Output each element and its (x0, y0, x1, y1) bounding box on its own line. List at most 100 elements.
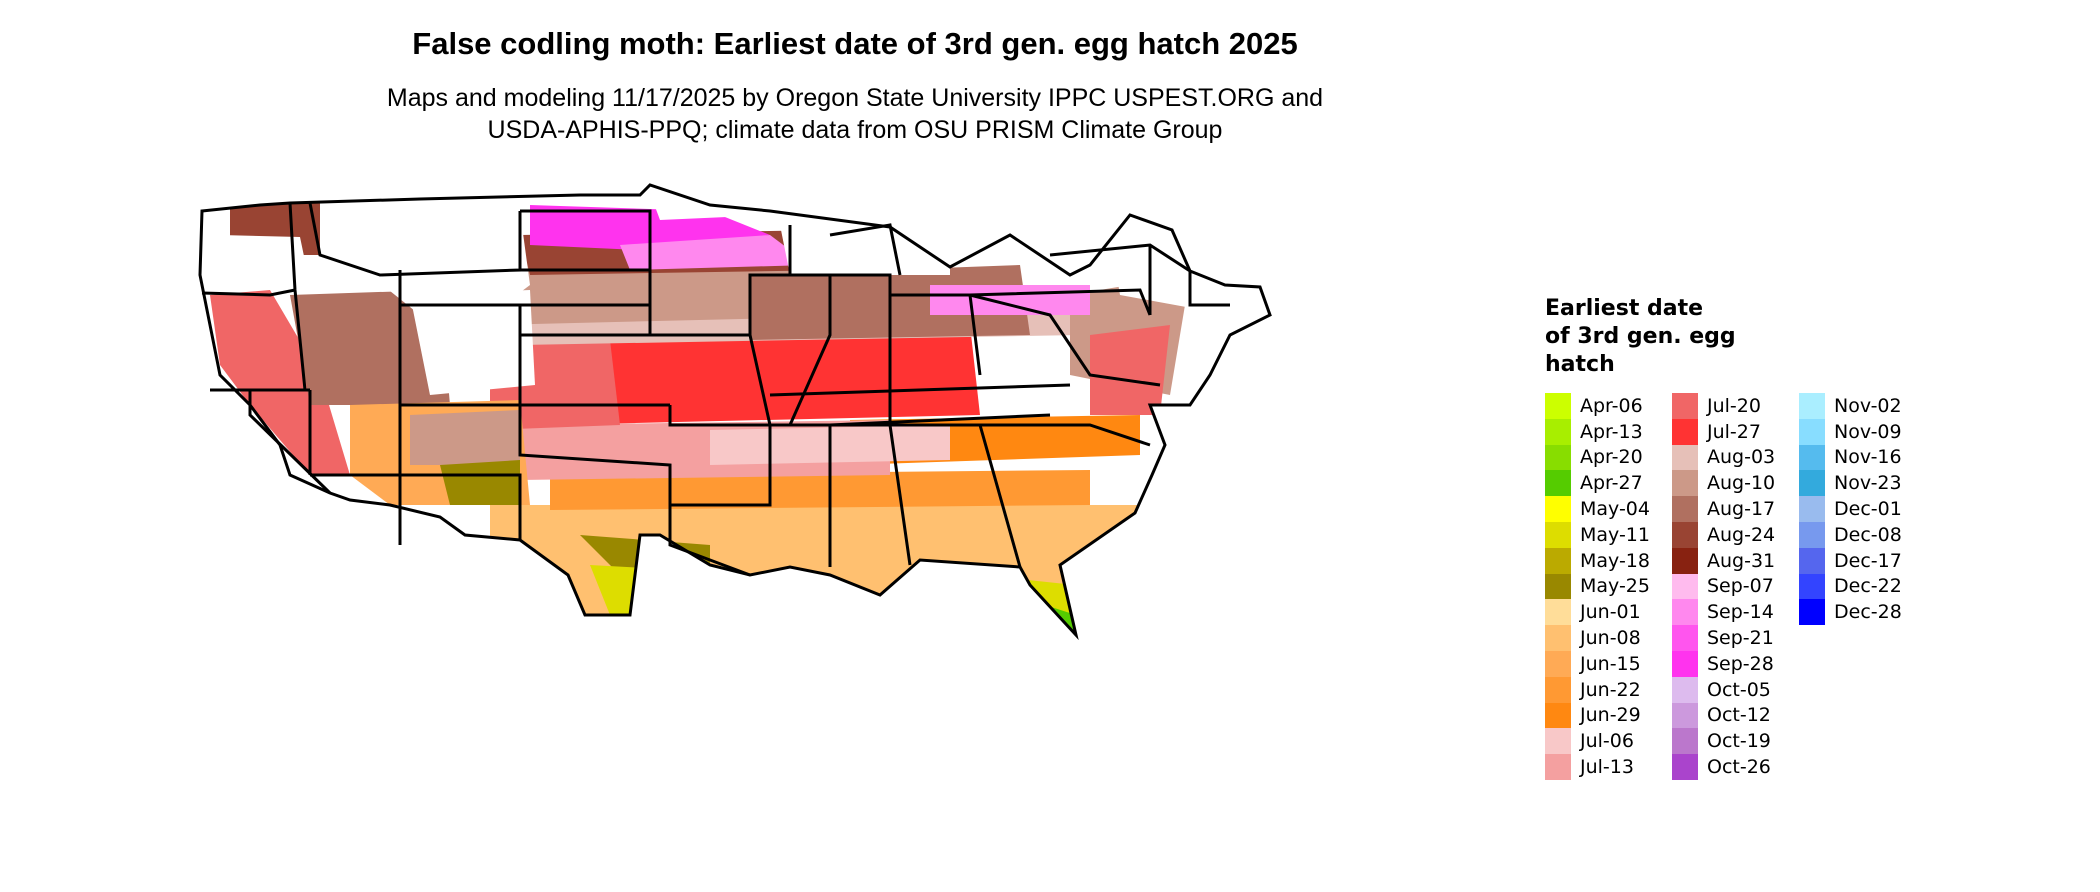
legend-swatch (1545, 496, 1571, 522)
legend-item: Jul-27 (1672, 418, 1799, 445)
region-jun-08 (490, 505, 1190, 615)
legend-swatch (1545, 676, 1571, 703)
legend-item: Nov-23 (1799, 470, 1926, 497)
nc-sc-border (980, 423, 1151, 447)
tn-nc-border (829, 413, 1051, 427)
legend-item: Dec-17 (1799, 547, 1926, 574)
hatch-date-raster (200, 185, 1270, 635)
legend-label: Jul-06 (1580, 730, 1634, 753)
region-not-reached-west (220, 235, 310, 285)
legend-column: Apr-06 Apr-13 Apr-20 Apr-27 May-04 May-11 May-… (1545, 393, 1672, 780)
legend-item: Jun-29 (1545, 702, 1672, 729)
legend-label: May-18 (1580, 549, 1650, 572)
legend-label: Sep-21 (1707, 627, 1774, 650)
legend-label: Apr-20 (1580, 446, 1643, 469)
legend-label: Jul-13 (1580, 756, 1634, 779)
legend-column: Nov-02 Nov-09 Nov-16 Nov-23 Dec-01 Dec-08 Dec-… (1799, 393, 1926, 780)
legend-item: Apr-13 (1545, 418, 1672, 445)
legend-item: Jun-22 (1545, 676, 1672, 703)
legend-label: Oct-26 (1707, 756, 1771, 779)
us-hatch-date-map (198, 183, 1272, 641)
legend-item: Nov-02 (1799, 393, 1926, 419)
legend-label: Aug-10 (1707, 472, 1776, 495)
legend-swatch (1672, 676, 1698, 703)
ar-la-border (668, 423, 772, 577)
legend-swatch (1672, 547, 1698, 574)
legend-item: Sep-07 (1672, 573, 1799, 600)
region-not-reached-rockies (370, 211, 530, 315)
legend-swatch (1545, 754, 1571, 780)
az-nm-border (310, 473, 522, 540)
legend-label: Jun-22 (1580, 678, 1641, 701)
legend-item: Jun-01 (1545, 599, 1672, 626)
region-jul-27-east (1090, 325, 1170, 415)
legend-label: Sep-07 (1707, 575, 1774, 598)
legend-swatch (1799, 444, 1825, 471)
legend-title-line: hatch (1545, 352, 1615, 377)
legend-label: Nov-02 (1834, 394, 1902, 417)
legend-swatch (1545, 547, 1571, 574)
legend-label: Jul-27 (1707, 420, 1761, 443)
legend-item: Jul-13 (1545, 754, 1672, 780)
legend-label: Jun-15 (1580, 652, 1641, 675)
legend-label: Dec-01 (1834, 498, 1902, 521)
legend-swatch (1545, 573, 1571, 600)
legend-label: Sep-28 (1707, 652, 1774, 675)
legend-item: Oct-19 (1672, 728, 1799, 755)
legend-item: Oct-26 (1672, 754, 1799, 780)
region-west-great-basin (290, 290, 450, 405)
legend-swatch (1672, 444, 1698, 471)
legend-swatch (1672, 393, 1698, 419)
legend-item: Sep-21 (1672, 625, 1799, 651)
region-jun-22 (550, 470, 1090, 510)
legend-label: Nov-23 (1834, 472, 1902, 495)
legend-swatch (1799, 547, 1825, 574)
new-england-border (1148, 245, 1230, 315)
legend-swatch (1672, 599, 1698, 626)
legend-item: May-25 (1545, 573, 1672, 600)
legend-item: Aug-24 (1672, 521, 1799, 548)
legend-label: Jun-08 (1580, 627, 1641, 650)
legend-label: Dec-17 (1834, 549, 1902, 572)
legend-item: Sep-28 (1672, 650, 1799, 677)
legend-item: May-11 (1545, 521, 1672, 548)
legend-swatch (1799, 573, 1825, 600)
legend-item: Oct-12 (1672, 702, 1799, 729)
legend-swatch (1672, 496, 1698, 522)
legend-item: Dec-08 (1799, 521, 1926, 548)
mi-lower-peninsula (829, 223, 902, 276)
legend-item: Jun-15 (1545, 650, 1672, 677)
legend-item: May-04 (1545, 496, 1672, 522)
legend-item: Dec-28 (1799, 599, 1926, 626)
legend-item: Aug-17 (1672, 496, 1799, 522)
legend-swatch (1672, 418, 1698, 445)
legend-label: Apr-06 (1580, 394, 1643, 417)
legend-item: Dec-22 (1799, 573, 1926, 600)
region-jul-27 (550, 325, 980, 425)
legend-label: Aug-03 (1707, 446, 1776, 469)
legend-item: May-18 (1545, 547, 1672, 574)
legend-swatch (1545, 728, 1571, 755)
legend-label: Aug-31 (1707, 549, 1776, 572)
region-sep-14-east (930, 285, 1090, 315)
legend-swatch (1545, 444, 1571, 471)
legend-swatch (1799, 393, 1825, 419)
legend-label: Dec-08 (1834, 523, 1902, 546)
legend-label: May-04 (1580, 498, 1650, 521)
legend-label: Jun-01 (1580, 601, 1641, 624)
map-subtitle: Maps and modeling 11/17/2025 by Oregon S… (0, 82, 1710, 146)
legend-label: Dec-22 (1834, 575, 1902, 598)
legend-label: Jul-20 (1707, 394, 1761, 417)
legend-label: Oct-05 (1707, 678, 1771, 701)
ky-tn-border (769, 383, 1071, 397)
map-title: False codling moth: Earliest date of 3rd… (412, 26, 1298, 61)
ca-nv-border (248, 390, 332, 495)
legend-swatch (1545, 393, 1571, 419)
legend-swatch (1672, 650, 1698, 677)
legend-swatch (1799, 496, 1825, 522)
legend-title-line: Earliest date (1545, 296, 1704, 321)
legend-label: Oct-12 (1707, 704, 1771, 727)
mn-ia-border (648, 211, 792, 337)
ok-tx-border (518, 405, 672, 505)
legend-swatch (1545, 650, 1571, 677)
